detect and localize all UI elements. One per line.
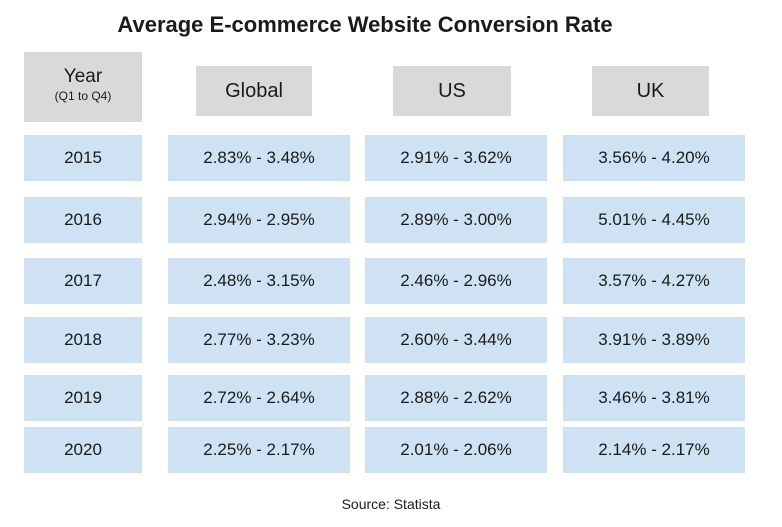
cell-uk-2016: 5.01% - 4.45% — [563, 197, 745, 243]
cell-year-2015: 2015 — [24, 135, 142, 181]
cell-uk-2019: 3.46% - 3.81% — [563, 375, 745, 421]
header-uk: UK — [592, 66, 709, 116]
cell-global-2020: 2.25% - 2.17% — [168, 427, 350, 473]
cell-global-2019: 2.72% - 2.64% — [168, 375, 350, 421]
cell-global-2017: 2.48% - 3.15% — [168, 258, 350, 304]
cell-us-2016: 2.89% - 3.00% — [365, 197, 547, 243]
cell-us-2018: 2.60% - 3.44% — [365, 317, 547, 363]
cell-global-2016: 2.94% - 2.95% — [168, 197, 350, 243]
cell-us-2017: 2.46% - 2.96% — [365, 258, 547, 304]
cell-year-2016: 2016 — [24, 197, 142, 243]
cell-year-2017: 2017 — [24, 258, 142, 304]
cell-year-2019: 2019 — [24, 375, 142, 421]
chart-title: Average E-commerce Website Conversion Ra… — [117, 12, 613, 37]
source-note: Source: Statista — [341, 496, 441, 512]
cell-uk-2017: 3.57% - 4.27% — [563, 258, 745, 304]
header-year-label: Year — [63, 66, 103, 87]
cell-year-2020: 2020 — [24, 427, 142, 473]
cell-uk-2020: 2.14% - 2.17% — [563, 427, 745, 473]
header-year: Year (Q1 to Q4) — [24, 52, 142, 122]
header-year-sublabel: (Q1 to Q4) — [54, 89, 112, 103]
header-global: Global — [196, 66, 312, 116]
cell-year-2018: 2018 — [24, 317, 142, 363]
cell-uk-2015: 3.56% - 4.20% — [563, 135, 745, 181]
cell-global-2015: 2.83% - 3.48% — [168, 135, 350, 181]
cell-us-2019: 2.88% - 2.62% — [365, 375, 547, 421]
cell-us-2015: 2.91% - 3.62% — [365, 135, 547, 181]
cell-us-2020: 2.01% - 2.06% — [365, 427, 547, 473]
header-us: US — [393, 66, 511, 116]
cell-uk-2018: 3.91% - 3.89% — [563, 317, 745, 363]
cell-global-2018: 2.77% - 3.23% — [168, 317, 350, 363]
